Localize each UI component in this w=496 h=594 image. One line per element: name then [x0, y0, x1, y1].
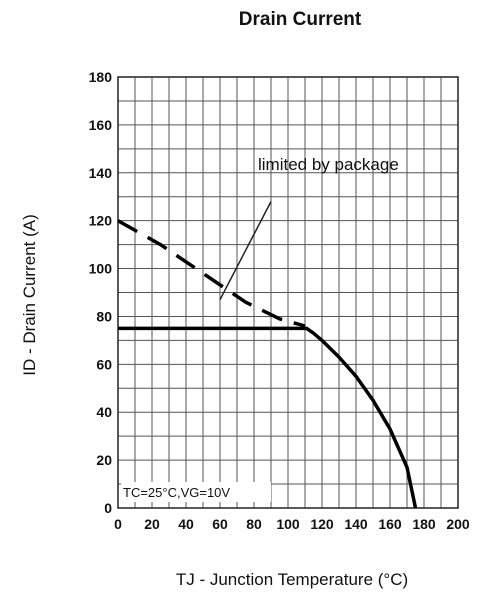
x-tick-label: 80 [246, 516, 262, 532]
y-axis-label: ID - Drain Current (A) [20, 214, 39, 376]
y-tick-label: 120 [89, 213, 113, 229]
x-tick-label: 20 [144, 516, 160, 532]
x-tick-label: 180 [412, 516, 436, 532]
y-tick-label: 20 [96, 452, 112, 468]
y-axis-ticks: 0 20 40 60 80 100 120 140 160 180 [89, 69, 113, 516]
x-tick-label: 200 [446, 516, 470, 532]
condition-label-bg [121, 482, 271, 502]
x-axis-ticks: 0 20 40 60 80 100 120 140 160 180 200 [114, 516, 470, 532]
x-tick-label: 120 [310, 516, 334, 532]
plot-frame [117, 76, 459, 509]
x-tick-label: 0 [114, 516, 122, 532]
annotation-pointer [219, 201, 272, 301]
x-tick-label: 160 [378, 516, 402, 532]
x-tick-label: 60 [212, 516, 228, 532]
x-tick-label: 40 [178, 516, 194, 532]
grid [117, 76, 459, 509]
series-line-solid [118, 326, 418, 509]
y-tick-label: 160 [89, 117, 113, 133]
y-tick-label: 140 [89, 165, 113, 181]
chart-title: Drain Current [239, 9, 362, 30]
x-tick-label: 140 [344, 516, 368, 532]
y-tick-label: 180 [89, 69, 113, 85]
x-axis-label: TJ - Junction Temperature (°C) [176, 570, 408, 589]
y-tick-label: 80 [96, 308, 112, 324]
series [117, 219, 418, 509]
x-tick-label: 100 [276, 516, 300, 532]
y-tick-label: 40 [96, 404, 112, 420]
condition-label: TC=25°C,VG=10V [123, 485, 230, 500]
series-line-dashed [117, 219, 306, 328]
annotation-label: limited by package [258, 155, 399, 174]
y-tick-label: 0 [104, 500, 112, 516]
y-tick-label: 60 [96, 356, 112, 372]
y-tick-label: 100 [89, 261, 113, 277]
